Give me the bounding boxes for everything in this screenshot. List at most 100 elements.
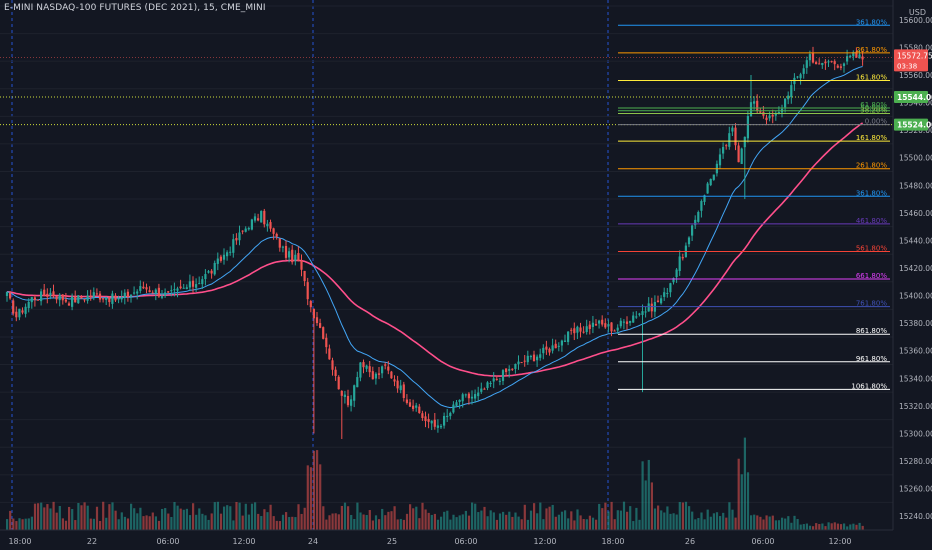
candle-body	[30, 297, 33, 303]
volume-bar	[18, 518, 21, 530]
volume-bar	[427, 512, 430, 530]
candle-body	[191, 280, 195, 287]
volume-bar	[294, 517, 297, 530]
price-tick-label: 15320.00	[899, 402, 932, 411]
candle-body	[632, 315, 635, 323]
volume-bar	[511, 516, 514, 530]
candle-body	[402, 384, 405, 398]
candle-body	[399, 385, 402, 391]
volume-bar	[529, 510, 533, 530]
volume-bar	[545, 508, 548, 530]
candle-body	[815, 62, 818, 65]
volume-bar	[498, 513, 502, 530]
volume-bar	[250, 503, 254, 530]
volume-bar	[629, 506, 632, 530]
volume-bar	[396, 519, 399, 530]
volume-bar	[117, 519, 120, 530]
volume-bar	[474, 503, 477, 530]
price-tick-label: 15360.00	[899, 347, 932, 356]
volume-bar	[650, 482, 653, 530]
volume-bar	[148, 516, 151, 530]
candle-body	[827, 61, 830, 63]
candle-body	[64, 299, 67, 302]
candle-body	[201, 279, 204, 285]
candle-body	[108, 297, 111, 303]
volume-bar	[694, 519, 697, 530]
volume-bar	[247, 514, 250, 530]
candle-body	[616, 327, 619, 331]
volume-bar	[440, 516, 443, 530]
volume-bar	[802, 524, 805, 530]
candle-body	[284, 246, 288, 258]
volume-bar	[548, 506, 551, 530]
volume-bar	[12, 518, 15, 530]
candle-body	[272, 228, 275, 234]
volume-bar	[368, 510, 371, 530]
volume-bar	[30, 516, 33, 530]
volume-bar	[219, 513, 223, 530]
volume-bar	[281, 514, 285, 530]
candle-body	[560, 340, 563, 346]
candle-body	[216, 258, 219, 264]
volume-bar	[722, 512, 725, 530]
candle-body	[833, 61, 836, 65]
fib-level-label: 61.80%	[860, 101, 887, 109]
volume-bar	[142, 516, 145, 530]
volume-bar	[254, 502, 257, 530]
volume-bar	[508, 511, 511, 530]
candle-body	[424, 416, 427, 422]
candle-body	[554, 343, 557, 349]
volume-bar	[61, 518, 64, 530]
candle-body	[585, 326, 588, 333]
candle-body	[86, 295, 89, 301]
candle-body	[222, 254, 226, 260]
candle-body	[390, 371, 393, 379]
volume-bar	[750, 515, 753, 530]
volume-bar	[257, 513, 260, 530]
volume-bar	[266, 512, 269, 530]
volume-bar	[790, 522, 793, 530]
candle-body	[195, 284, 198, 288]
candle-body	[523, 360, 526, 362]
volume-bar	[275, 520, 278, 530]
time-tick-label: 06:00	[454, 537, 477, 546]
candle-body	[235, 237, 238, 241]
volume-bar	[709, 516, 712, 530]
volume-bar	[55, 512, 58, 530]
volume-bar	[331, 513, 334, 530]
candle-body	[749, 102, 753, 117]
candle-body	[805, 60, 808, 68]
candle-body	[226, 252, 229, 257]
volume-bar	[337, 514, 340, 530]
candle-body	[253, 216, 257, 221]
fib-level-label: 561.80%	[856, 244, 887, 252]
volume-bar	[244, 503, 247, 530]
volume-bar	[182, 509, 185, 530]
candle-body	[669, 283, 672, 293]
volume-bar	[285, 512, 288, 530]
last-price-box	[894, 49, 928, 72]
candle-body	[114, 295, 117, 301]
candle-body	[387, 366, 390, 371]
candle-body	[98, 293, 102, 300]
volume-bar	[95, 506, 99, 530]
candle-body	[483, 388, 486, 390]
volume-bar	[173, 502, 176, 530]
volume-bar	[793, 515, 796, 530]
fib-level-label: 661.80%	[856, 272, 887, 280]
candle-body	[607, 324, 610, 327]
volume-bar	[86, 505, 89, 530]
volume-bar	[839, 524, 843, 530]
candle-body	[266, 223, 269, 227]
time-tick-label: 18:00	[8, 537, 31, 546]
time-tick-label: 06:00	[751, 537, 774, 546]
volume-bar	[740, 474, 743, 530]
volume-bar	[74, 520, 77, 530]
volume-bar	[706, 509, 709, 530]
volume-bar	[362, 514, 365, 530]
candle-body	[811, 53, 815, 63]
volume-bar	[663, 512, 666, 530]
volume-bar	[204, 515, 207, 530]
